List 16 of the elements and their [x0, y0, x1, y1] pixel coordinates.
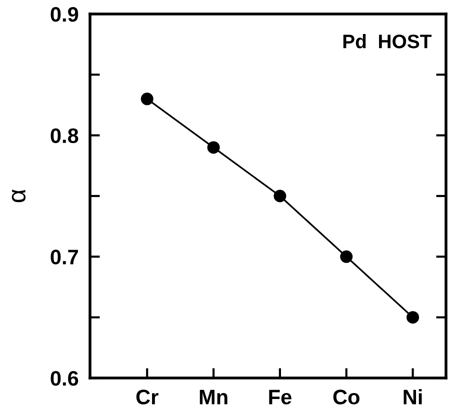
y-tick-label: 0.8 — [50, 128, 78, 144]
point — [140, 92, 154, 106]
point — [340, 250, 353, 263]
y-tick-label: 0.6 — [50, 371, 78, 386]
x-tick-label: Co — [333, 390, 360, 404]
y-axis-title: α — [12, 189, 26, 202]
point — [406, 311, 420, 324]
x-tick-label: Ni — [404, 389, 422, 404]
y-tick-label: 0.9 — [50, 7, 78, 22]
point — [274, 190, 286, 202]
x-tick-label: Mn — [200, 390, 228, 404]
point — [207, 141, 220, 154]
y-tick-label: 0.7 — [50, 250, 78, 264]
annotation: Pd HOST — [343, 34, 432, 48]
x-tick-label: Cr — [136, 390, 158, 404]
x-tick-label: Fe — [269, 390, 292, 404]
